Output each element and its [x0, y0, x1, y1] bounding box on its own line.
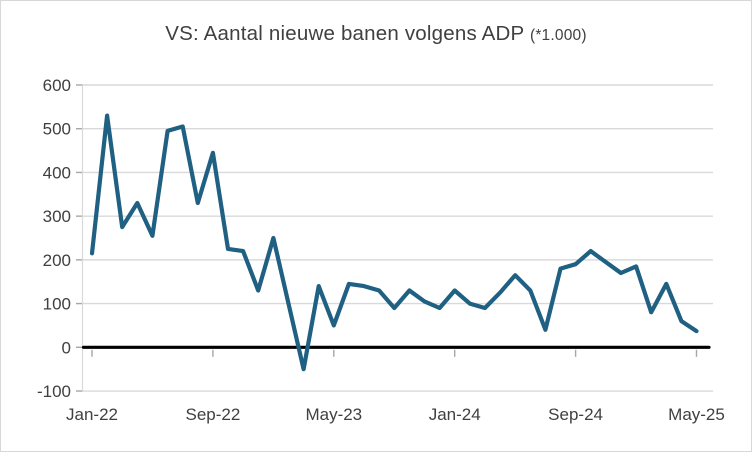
- x-axis-label: May-23: [305, 405, 362, 424]
- x-axis-label: Jan-24: [429, 405, 481, 424]
- data-series-line: [89, 113, 699, 372]
- y-axis-label: 100: [43, 295, 71, 314]
- y-axis-label: 400: [43, 163, 71, 182]
- y-axis-label: 600: [43, 76, 71, 95]
- x-axis-label: Sep-24: [548, 405, 603, 424]
- x-axis-label: Jan-22: [66, 405, 118, 424]
- chart-title-suffix: (*1.000): [529, 27, 587, 44]
- x-axis-label: May-25: [668, 405, 725, 424]
- y-axis-label: 200: [43, 251, 71, 270]
- y-axis-label: -100: [37, 382, 71, 401]
- chart-title: VS: Aantal nieuwe banen volgens ADP (*1.…: [1, 22, 751, 46]
- chart-title-text: VS: Aantal nieuwe banen volgens ADP: [165, 22, 525, 45]
- y-axis-label: 300: [43, 207, 71, 226]
- x-axis-label: Sep-22: [185, 405, 240, 424]
- y-axis-label: 500: [43, 120, 71, 139]
- y-axis-label: 0: [62, 338, 71, 357]
